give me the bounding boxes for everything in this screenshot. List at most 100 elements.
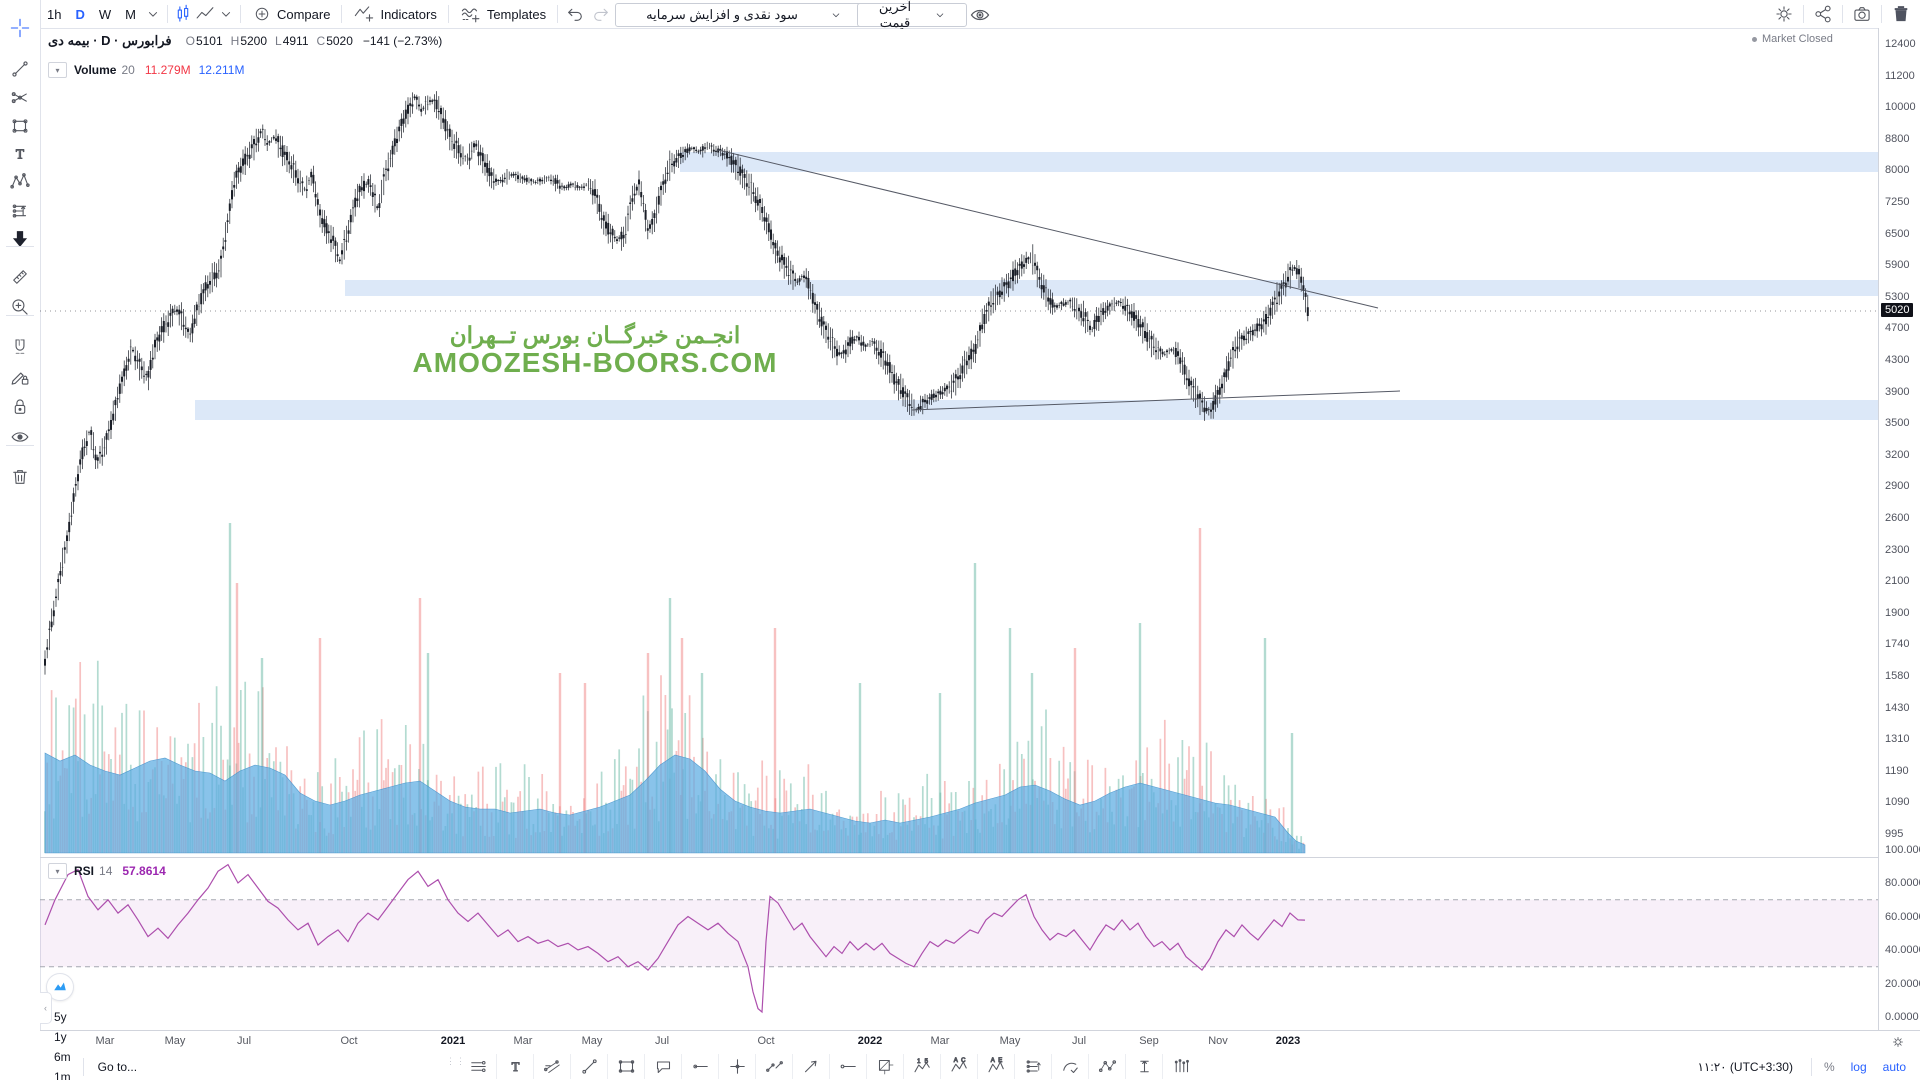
range-1y-button[interactable]: 1y <box>54 1029 67 1044</box>
strip-arrow-tool[interactable] <box>792 1054 829 1079</box>
strip-projection-lines-tool[interactable] <box>1014 1054 1051 1079</box>
candle-wicks <box>44 91 1309 675</box>
sidebar-tool-xabcd-pattern[interactable] <box>6 168 34 196</box>
dividends-adjust-select[interactable]: سود نقدی و افزایش سرمایه <box>615 3 863 27</box>
share-icon[interactable] <box>1808 3 1838 25</box>
sidebar-tool-fib-tool[interactable] <box>6 84 34 112</box>
pane-collapse-handle[interactable]: ‹ <box>40 992 52 1024</box>
sidebar-tool-crosshair[interactable] <box>6 14 34 42</box>
interval-W-button[interactable]: W <box>98 6 112 22</box>
interval-M-button[interactable]: M <box>125 6 136 22</box>
strip-callout-tool[interactable] <box>644 1054 681 1079</box>
rsi-tick: 80.0000 <box>1885 877 1920 889</box>
auto-scale-button[interactable]: auto <box>1882 1059 1906 1074</box>
strip-parallel-channel-tool[interactable] <box>533 1054 570 1079</box>
chevron-down-icon[interactable]: ▾ <box>48 863 67 879</box>
trend-line-drawing[interactable] <box>911 390 1401 411</box>
sidebar-tool-rect-shape[interactable] <box>6 112 34 140</box>
strip-gann-box-tool[interactable] <box>866 1054 903 1079</box>
log-scale-button[interactable]: log <box>1850 1059 1867 1074</box>
strip-disjoint-channel-tool[interactable] <box>755 1054 792 1079</box>
interval-1h-button[interactable]: 1h <box>47 6 62 22</box>
goto-button[interactable]: Go to... <box>97 1059 138 1074</box>
sidebar-tool-text-tool[interactable]: T <box>6 140 34 168</box>
time-axis[interactable]: Mar May Jul Oct 2021 Mar May Jul Oct 2022 Mar May Ju… <box>40 1030 1920 1054</box>
axis-settings-gear-icon[interactable] <box>1890 1034 1906 1050</box>
templates-button[interactable]: Templates <box>453 3 553 25</box>
range-1m-button[interactable]: 1m <box>54 1069 71 1080</box>
sidebar-tool-magnet[interactable] <box>6 333 34 361</box>
redo-icon[interactable] <box>588 3 614 25</box>
strip-drag-handle[interactable]: ⋮⋮ <box>446 1056 466 1066</box>
volume-indicator-name[interactable]: Volume <box>74 63 117 77</box>
snapshot-camera-icon[interactable] <box>1847 3 1877 25</box>
sidebar-tool-remove-trash[interactable] <box>6 463 34 491</box>
chevron-down-icon[interactable]: ▾ <box>48 62 67 78</box>
sidebar-tool-hide-drawings-eye[interactable] <box>6 423 34 451</box>
sidebar-tool-trend-line[interactable] <box>6 55 34 83</box>
support-resistance-band[interactable] <box>680 152 1878 172</box>
price-tick: 2600 <box>1885 512 1910 524</box>
strip-trend-line-tool[interactable] <box>570 1054 607 1079</box>
sidebar-tool-lock-all[interactable] <box>6 393 34 421</box>
symbol-legend: فرابورس · D · بیمه دی O 5101 H 5200 L 4911 C 50… <box>48 33 442 49</box>
percent-scale-button[interactable]: % <box>1823 1059 1835 1074</box>
eye-icon[interactable] <box>968 3 992 27</box>
strip-pattern-tool[interactable] <box>1088 1054 1125 1079</box>
support-resistance-band[interactable] <box>195 400 1878 420</box>
range-6m-button[interactable]: 6m <box>54 1049 71 1064</box>
price-mode-select[interactable]: آخرین قیمت <box>857 0 967 30</box>
line-style-icon[interactable] <box>194 3 216 25</box>
toolbar-divider <box>1810 1057 1812 1076</box>
ohlc-value: 5020 <box>326 34 353 48</box>
sidebar-tool-projection[interactable] <box>6 197 34 225</box>
price-tick: 1430 <box>1885 702 1910 714</box>
chevron-down-icon <box>828 7 844 23</box>
sidebar-tool-ruler[interactable] <box>6 263 34 291</box>
indicators-button[interactable]: Indicators <box>346 3 443 25</box>
pane-separator[interactable] <box>40 857 1878 858</box>
strip-ray-tool[interactable] <box>829 1054 866 1079</box>
sidebar-tool-arrow-marker[interactable] <box>6 225 34 253</box>
time-tick: Nov <box>1208 1035 1228 1047</box>
candlestick-style-icon[interactable] <box>172 3 194 25</box>
price-axis[interactable]: 12400 11200 10000 8800 8000 7250 6500 5900 5300 4… <box>1878 28 1920 1052</box>
ohlc-key: O <box>185 34 195 48</box>
toolbar-divider <box>1842 5 1843 23</box>
settings-gear-icon[interactable] <box>1769 3 1799 25</box>
trend-line-drawing[interactable] <box>717 149 1379 309</box>
sidebar-tool-zoom-in[interactable] <box>6 293 34 321</box>
ohlc-value: 5101 <box>195 34 223 48</box>
clock[interactable]: ۱۱:۲۰ (UTC+3:30) <box>1697 1059 1793 1074</box>
price-tick: 3900 <box>1885 386 1910 398</box>
sidebar-tool-drawing-sync-lock[interactable] <box>6 363 34 391</box>
strip-rectangle-draw-tool[interactable] <box>607 1054 644 1079</box>
price-tick: 4700 <box>1885 322 1910 334</box>
chevron-down-icon[interactable] <box>216 4 236 24</box>
price-tick: 6500 <box>1885 228 1910 240</box>
support-resistance-band[interactable] <box>345 280 1878 296</box>
strip-cross-line-tool[interactable] <box>718 1054 755 1079</box>
strip-brush-tool[interactable] <box>1051 1054 1088 1079</box>
rsi-value: 57.8614 <box>122 864 166 878</box>
chevron-down-icon[interactable] <box>143 4 163 24</box>
strip-text-note-tool[interactable]: T <box>496 1054 533 1079</box>
svg-text:C: C <box>961 1058 966 1064</box>
delete-trash-icon[interactable] <box>1886 3 1916 25</box>
chart-canvas[interactable] <box>40 28 1878 1030</box>
strip-horizontal-ray-tool[interactable] <box>681 1054 718 1079</box>
strip-bars-pattern-tool[interactable] <box>1162 1054 1199 1079</box>
strip-price-range-tool[interactable] <box>1125 1054 1162 1079</box>
dividends-select-value: سود نقدی و افزایش سرمایه <box>646 7 798 22</box>
interval-D-button[interactable]: D <box>75 6 85 22</box>
range-5y-button[interactable]: 5y <box>54 1009 67 1024</box>
time-tick: Jul <box>236 1035 252 1047</box>
compare-button[interactable]: Compare <box>245 3 337 25</box>
rsi-indicator-name[interactable]: RSI <box>74 864 95 878</box>
undo-icon[interactable] <box>562 3 588 25</box>
symbol-title[interactable]: فرابورس · D · بیمه دی <box>48 33 172 48</box>
strip-horizontal-line-tool[interactable] <box>460 1054 496 1079</box>
